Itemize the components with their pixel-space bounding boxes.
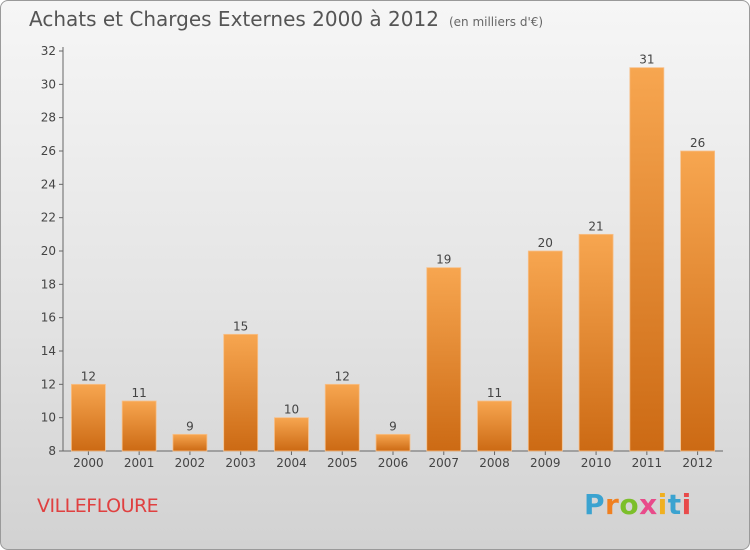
x-tick-label: 2010 (581, 456, 612, 470)
commune-name: VILLEFLOURE (37, 495, 159, 517)
y-tick-label: 18 (41, 277, 56, 291)
x-tick-label: 2004 (276, 456, 307, 470)
chart-title-text: Achats et Charges Externes 2000 à 2012 (29, 7, 439, 31)
logo-letter: i (657, 488, 668, 521)
x-tick-label: 2005 (327, 456, 358, 470)
y-tick-label: 30 (41, 77, 56, 91)
chart-unit: (en milliers d'€) (448, 15, 544, 29)
y-tick-label: 8 (48, 444, 56, 458)
x-tick-label: 2009 (530, 456, 561, 470)
data-label: 11 (132, 386, 147, 400)
x-tick-label: 2001 (124, 456, 155, 470)
data-label: 15 (233, 319, 248, 333)
y-tick-label: 20 (41, 244, 56, 258)
y-tick-label: 28 (41, 111, 56, 125)
y-tick-label: 32 (41, 44, 56, 58)
data-label: 9 (389, 419, 397, 433)
bar (527, 250, 563, 452)
logo-letter: o (619, 488, 640, 521)
proxiti-logo: Proxiti (584, 488, 692, 521)
data-label: 10 (284, 403, 299, 417)
bar (629, 67, 665, 452)
data-label: 20 (538, 236, 553, 250)
y-tick-label: 10 (41, 411, 56, 425)
bar (375, 433, 411, 452)
data-label: 19 (436, 253, 451, 267)
logo-letter: P (584, 488, 606, 521)
x-tick-label: 2006 (378, 456, 409, 470)
x-tick-label: 2011 (632, 456, 663, 470)
logo-letter: r (605, 488, 620, 521)
x-tick-label: 2002 (175, 456, 206, 470)
logo-letter: t (667, 488, 682, 521)
data-label: 9 (186, 419, 194, 433)
y-tick-label: 22 (41, 211, 56, 225)
data-label: 12 (335, 369, 350, 383)
x-tick-label: 2000 (73, 456, 104, 470)
data-label: 11 (487, 386, 502, 400)
x-tick-label: 2008 (479, 456, 510, 470)
bar (274, 417, 309, 452)
data-label: 12 (81, 369, 96, 383)
bar (680, 150, 716, 452)
bar (426, 267, 462, 452)
bar (121, 400, 157, 452)
logo-letter: i (681, 488, 692, 521)
data-label: 21 (588, 219, 603, 233)
bar (70, 383, 106, 452)
bar (172, 433, 208, 452)
logo-letter: x (639, 488, 658, 521)
y-tick-label: 14 (41, 344, 56, 358)
x-tick-label: 2007 (428, 456, 459, 470)
y-tick-label: 24 (41, 177, 56, 191)
bar (324, 383, 360, 452)
data-label: 26 (690, 136, 705, 150)
x-tick-label: 2012 (682, 456, 713, 470)
bar (223, 333, 259, 452)
chart-title: Achats et Charges Externes 2000 à 2012 (e… (29, 7, 543, 31)
y-tick-label: 12 (41, 377, 56, 391)
y-tick-label: 26 (41, 144, 56, 158)
data-label: 31 (639, 53, 654, 67)
bar (578, 233, 614, 452)
x-tick-label: 2003 (225, 456, 256, 470)
y-tick-label: 16 (41, 311, 56, 325)
bar (477, 400, 512, 452)
